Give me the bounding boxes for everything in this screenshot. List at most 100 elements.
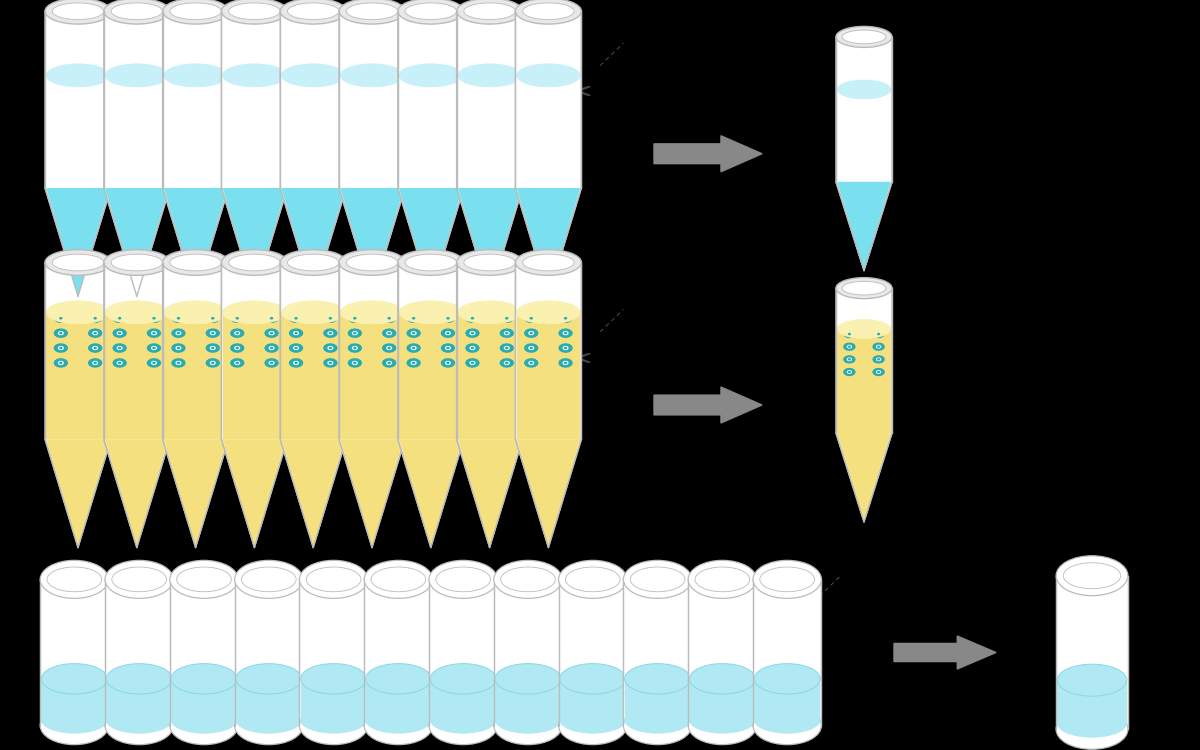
Circle shape xyxy=(148,332,151,334)
Circle shape xyxy=(383,316,388,318)
Circle shape xyxy=(59,334,62,338)
Circle shape xyxy=(877,370,881,374)
Circle shape xyxy=(504,332,509,334)
Circle shape xyxy=(64,346,67,350)
Circle shape xyxy=(446,332,449,334)
Circle shape xyxy=(383,331,388,333)
Circle shape xyxy=(176,346,181,350)
Circle shape xyxy=(294,362,299,364)
Circle shape xyxy=(121,319,126,321)
Circle shape xyxy=(414,359,418,362)
Circle shape xyxy=(414,334,418,337)
Circle shape xyxy=(851,334,854,336)
Circle shape xyxy=(239,333,244,336)
Circle shape xyxy=(848,346,851,347)
Polygon shape xyxy=(106,440,169,545)
Circle shape xyxy=(450,332,455,334)
Circle shape xyxy=(446,318,449,319)
Circle shape xyxy=(239,316,244,318)
Circle shape xyxy=(845,334,847,336)
Circle shape xyxy=(120,334,124,337)
Circle shape xyxy=(874,371,876,373)
Circle shape xyxy=(874,359,877,362)
Circle shape xyxy=(881,332,883,334)
Circle shape xyxy=(349,316,353,318)
Circle shape xyxy=(150,320,154,322)
Circle shape xyxy=(156,317,161,320)
Circle shape xyxy=(233,314,236,317)
Circle shape xyxy=(290,316,294,318)
Circle shape xyxy=(332,332,337,334)
Circle shape xyxy=(450,319,454,321)
Circle shape xyxy=(233,364,236,367)
Circle shape xyxy=(173,363,176,365)
Circle shape xyxy=(388,318,390,319)
Circle shape xyxy=(89,317,92,320)
Circle shape xyxy=(409,350,413,352)
Circle shape xyxy=(383,348,388,351)
Circle shape xyxy=(415,333,420,336)
Circle shape xyxy=(239,319,244,321)
Circle shape xyxy=(391,331,395,333)
Circle shape xyxy=(97,348,101,351)
Circle shape xyxy=(329,344,332,346)
Circle shape xyxy=(324,346,328,350)
Circle shape xyxy=(181,317,185,320)
Circle shape xyxy=(239,348,244,351)
Bar xyxy=(689,579,757,726)
Circle shape xyxy=(178,347,180,349)
Circle shape xyxy=(324,317,328,320)
Circle shape xyxy=(326,334,330,337)
Circle shape xyxy=(874,372,877,374)
Circle shape xyxy=(388,350,391,352)
Circle shape xyxy=(881,346,884,348)
Circle shape xyxy=(385,344,389,346)
Circle shape xyxy=(850,344,853,346)
Circle shape xyxy=(408,363,412,365)
Circle shape xyxy=(210,332,215,334)
Circle shape xyxy=(332,363,336,365)
Circle shape xyxy=(152,314,156,316)
Circle shape xyxy=(509,348,512,351)
Circle shape xyxy=(526,345,529,348)
Circle shape xyxy=(505,314,509,316)
Circle shape xyxy=(97,362,102,364)
Circle shape xyxy=(415,316,420,318)
Circle shape xyxy=(559,332,563,334)
Circle shape xyxy=(61,329,65,332)
Circle shape xyxy=(527,350,530,352)
Circle shape xyxy=(206,332,210,334)
Circle shape xyxy=(233,359,236,362)
Circle shape xyxy=(235,358,239,362)
Circle shape xyxy=(209,314,212,317)
Circle shape xyxy=(851,332,854,334)
Circle shape xyxy=(851,359,854,362)
Circle shape xyxy=(156,360,160,363)
Ellipse shape xyxy=(229,3,280,20)
Circle shape xyxy=(527,320,530,322)
Ellipse shape xyxy=(341,301,403,324)
Circle shape xyxy=(151,316,156,320)
Circle shape xyxy=(270,344,274,346)
Circle shape xyxy=(878,373,882,375)
Circle shape xyxy=(416,317,420,320)
Circle shape xyxy=(292,344,295,346)
Circle shape xyxy=(505,320,509,322)
Circle shape xyxy=(851,346,854,349)
Circle shape xyxy=(526,333,529,336)
Circle shape xyxy=(881,358,884,361)
FancyArrow shape xyxy=(654,387,762,423)
Circle shape xyxy=(215,317,220,320)
Circle shape xyxy=(356,316,361,318)
Circle shape xyxy=(122,317,126,320)
Circle shape xyxy=(94,320,97,322)
Circle shape xyxy=(509,319,512,321)
Circle shape xyxy=(449,320,452,322)
Circle shape xyxy=(559,362,563,364)
Polygon shape xyxy=(46,11,112,296)
Bar xyxy=(430,579,498,726)
Circle shape xyxy=(413,318,415,319)
Circle shape xyxy=(568,333,571,336)
Circle shape xyxy=(442,333,446,336)
Circle shape xyxy=(215,319,218,321)
